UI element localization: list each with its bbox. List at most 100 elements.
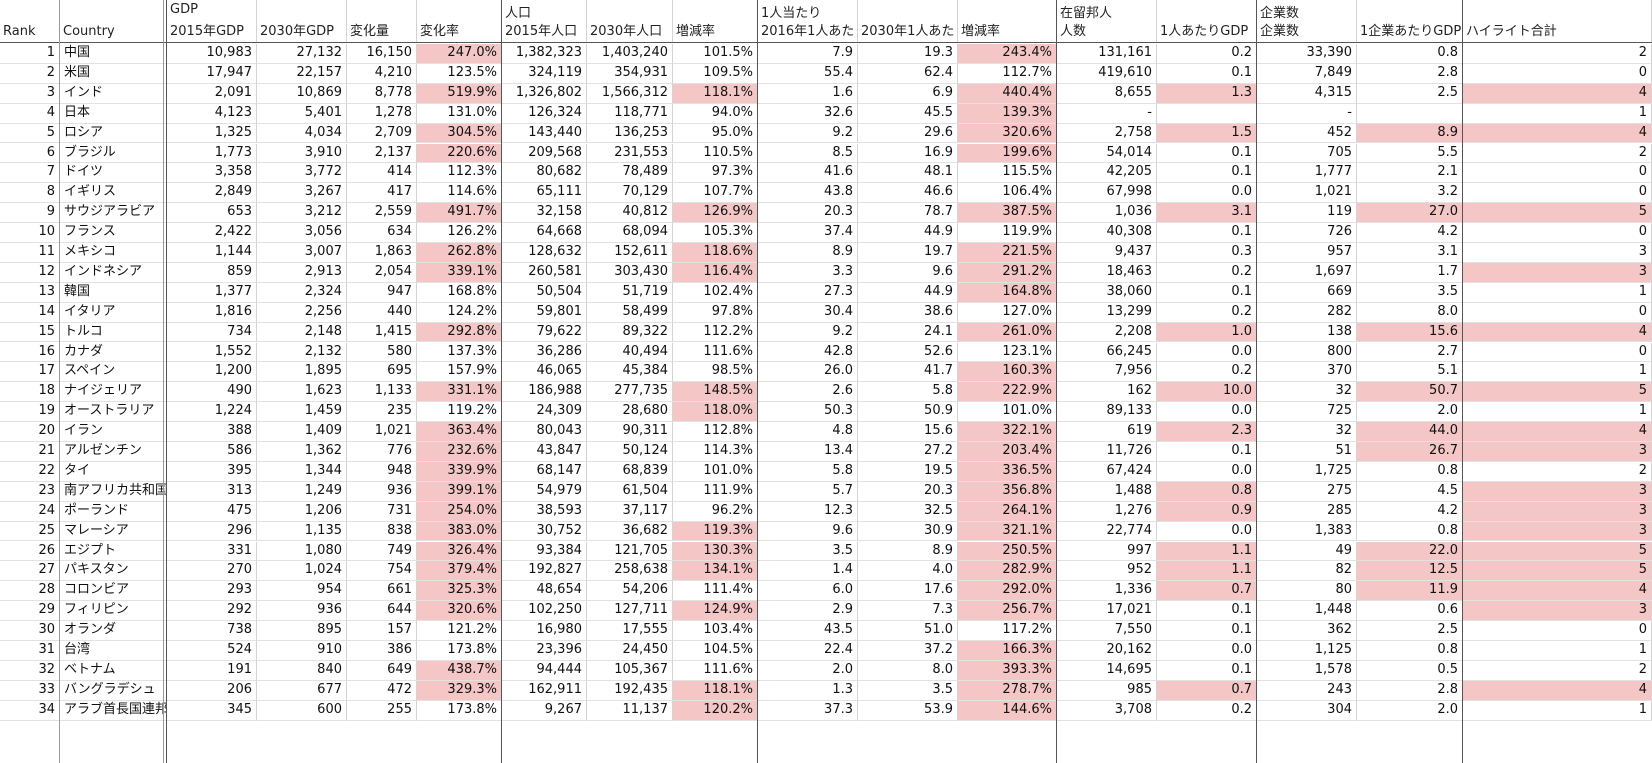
data-cell[interactable]: 49: [1257, 541, 1357, 562]
data-cell[interactable]: 0.3: [1157, 243, 1257, 263]
data-cell[interactable]: 2.8: [1357, 63, 1463, 84]
country-name[interactable]: オランダ: [60, 621, 167, 641]
data-cell[interactable]: 0.2: [1157, 262, 1257, 283]
data-cell[interactable]: 32: [1257, 382, 1357, 403]
row-rank[interactable]: 33: [0, 680, 60, 701]
data-cell[interactable]: 104.5%: [673, 641, 758, 661]
data-cell[interactable]: 111.6%: [673, 660, 758, 681]
data-cell[interactable]: 59,801: [502, 302, 587, 323]
column-header-3[interactable]: 2030年GDP: [257, 21, 347, 42]
data-cell[interactable]: 0.2: [1157, 362, 1257, 383]
data-cell[interactable]: 173.8%: [417, 700, 502, 721]
data-cell[interactable]: 15.6: [1357, 322, 1463, 343]
data-cell[interactable]: 5.7: [758, 481, 858, 502]
data-cell[interactable]: 957: [1257, 243, 1357, 263]
data-cell[interactable]: 250.5%: [958, 541, 1057, 562]
data-cell[interactable]: 1,448: [1257, 601, 1357, 622]
data-cell[interactable]: 235: [347, 402, 417, 423]
data-cell[interactable]: 985: [1057, 680, 1157, 701]
data-cell[interactable]: 79,622: [502, 322, 587, 343]
data-cell[interactable]: 1.1: [1157, 541, 1257, 562]
data-cell[interactable]: 417: [347, 183, 417, 204]
data-cell[interactable]: 10,983: [167, 44, 257, 64]
data-cell[interactable]: 362: [1257, 621, 1357, 641]
country-name[interactable]: カナダ: [60, 342, 167, 363]
data-cell[interactable]: 19.3: [858, 44, 958, 64]
data-cell[interactable]: 3,772: [257, 163, 347, 184]
data-cell[interactable]: 24.1: [858, 322, 958, 343]
data-cell[interactable]: 9.6: [858, 262, 958, 283]
data-cell[interactable]: 952: [1057, 561, 1157, 582]
data-cell[interactable]: 112.8%: [673, 422, 758, 442]
column-header-2[interactable]: 2015年GDP: [167, 21, 257, 42]
data-cell[interactable]: 2,208: [1057, 322, 1157, 343]
data-cell[interactable]: 619: [1057, 422, 1157, 442]
data-cell[interactable]: 4,315: [1257, 83, 1357, 104]
data-cell[interactable]: 261.0%: [958, 322, 1057, 343]
data-cell[interactable]: 255: [347, 700, 417, 721]
data-cell[interactable]: 43.5: [758, 621, 858, 641]
data-cell[interactable]: 2.0: [1357, 700, 1463, 721]
data-cell[interactable]: 0.7: [1157, 581, 1257, 602]
data-cell[interactable]: 3.1: [1357, 243, 1463, 263]
data-cell[interactable]: 3.5: [858, 680, 958, 701]
data-cell[interactable]: 0.7: [1157, 680, 1257, 701]
data-cell[interactable]: 0.2: [1157, 44, 1257, 64]
data-cell[interactable]: 2.3: [1157, 422, 1257, 442]
data-cell[interactable]: 2: [1463, 461, 1652, 482]
data-cell[interactable]: 124.2%: [417, 302, 502, 323]
country-name[interactable]: ロシア: [60, 123, 167, 144]
data-cell[interactable]: 89,133: [1057, 402, 1157, 423]
data-cell[interactable]: 731: [347, 501, 417, 522]
column-header-15[interactable]: 1企業あたりGDP: [1357, 21, 1463, 42]
data-cell[interactable]: 254.0%: [417, 501, 502, 522]
data-cell[interactable]: 1: [1463, 362, 1652, 383]
data-cell[interactable]: 162,911: [502, 680, 587, 701]
data-cell[interactable]: 19.7: [858, 243, 958, 263]
column-header-5[interactable]: 変化率: [417, 21, 502, 42]
data-cell[interactable]: 1,552: [167, 342, 257, 363]
data-cell[interactable]: 1,249: [257, 481, 347, 502]
data-cell[interactable]: 102.4%: [673, 282, 758, 303]
data-cell[interactable]: 8.0: [1357, 302, 1463, 323]
data-cell[interactable]: 20.3: [858, 481, 958, 502]
column-header-0[interactable]: Rank: [0, 21, 60, 42]
data-cell[interactable]: 13.4: [758, 442, 858, 462]
data-cell[interactable]: 40,812: [587, 203, 673, 224]
data-cell[interactable]: 1,863: [347, 243, 417, 263]
data-cell[interactable]: 5: [1463, 203, 1652, 224]
data-cell[interactable]: 9,267: [502, 700, 587, 721]
data-cell[interactable]: 94.0%: [673, 103, 758, 124]
data-cell[interactable]: 130.3%: [673, 541, 758, 562]
data-cell[interactable]: 68,839: [587, 461, 673, 482]
data-cell[interactable]: 112.7%: [958, 63, 1057, 84]
row-rank[interactable]: 31: [0, 641, 60, 661]
data-cell[interactable]: 0.8: [1357, 521, 1463, 542]
data-cell[interactable]: 192,827: [502, 561, 587, 582]
data-cell[interactable]: 3.5: [1357, 282, 1463, 303]
data-cell[interactable]: 138: [1257, 322, 1357, 343]
data-cell[interactable]: 1,773: [167, 143, 257, 164]
data-cell[interactable]: 50.3: [758, 402, 858, 423]
data-cell[interactable]: 5: [1463, 561, 1652, 582]
data-cell[interactable]: 157: [347, 621, 417, 641]
data-cell[interactable]: 128,632: [502, 243, 587, 263]
row-rank[interactable]: 4: [0, 103, 60, 124]
data-cell[interactable]: 3,708: [1057, 700, 1157, 721]
data-cell[interactable]: 0: [1463, 63, 1652, 84]
row-rank[interactable]: 27: [0, 561, 60, 582]
row-rank[interactable]: 10: [0, 223, 60, 243]
data-cell[interactable]: 1,133: [347, 382, 417, 403]
country-name[interactable]: マレーシア: [60, 521, 167, 542]
data-cell[interactable]: 3,910: [257, 143, 347, 164]
data-cell[interactable]: 1,224: [167, 402, 257, 423]
data-cell[interactable]: 0: [1463, 302, 1652, 323]
data-cell[interactable]: 4,034: [257, 123, 347, 144]
data-cell[interactable]: 67,998: [1057, 183, 1157, 204]
data-cell[interactable]: 243.4%: [958, 44, 1057, 64]
data-cell[interactable]: 7,956: [1057, 362, 1157, 383]
data-cell[interactable]: 321.1%: [958, 521, 1057, 542]
data-cell[interactable]: 1.0: [1157, 322, 1257, 343]
column-header-1[interactable]: Country: [60, 21, 167, 42]
data-cell[interactable]: 8.0: [858, 660, 958, 681]
